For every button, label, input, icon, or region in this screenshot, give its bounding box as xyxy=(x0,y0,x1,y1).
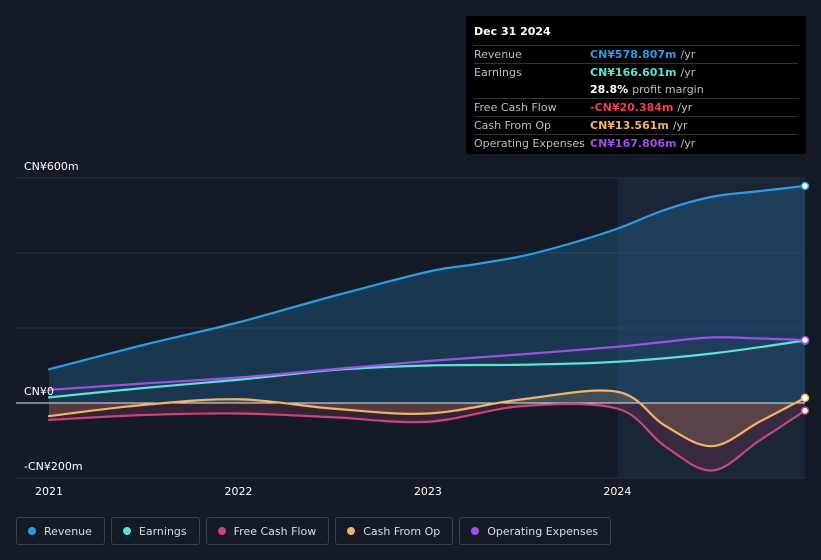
tooltip-row: Cash From Op CN¥13.561m/yr xyxy=(474,116,798,134)
x-tick-label: 2021 xyxy=(35,485,63,498)
tooltip-label: Free Cash Flow xyxy=(474,101,557,114)
tooltip-label: Revenue xyxy=(474,48,522,61)
tooltip-unit: /yr xyxy=(677,101,693,114)
legend-dot-icon xyxy=(122,527,131,535)
tooltip-value: CN¥13.561m xyxy=(590,119,669,132)
tooltip-value: CN¥578.807m xyxy=(590,48,677,61)
legend-item-earnings[interactable]: Earnings xyxy=(110,517,200,545)
legend-label: Free Cash Flow xyxy=(233,524,317,538)
cash-from-op-endpoint xyxy=(800,393,810,403)
series-lines xyxy=(47,184,807,472)
tooltip-unit: /yr xyxy=(680,48,696,61)
free-cash-flow-endpoint xyxy=(800,406,810,415)
operating-expenses-endpoint xyxy=(800,335,810,345)
legend-dot-icon xyxy=(217,527,226,535)
tooltip-label xyxy=(474,81,590,98)
revenue-endpoint xyxy=(800,181,810,191)
x-tick-label: 2023 xyxy=(413,485,442,498)
tooltip-value: 28.8% xyxy=(590,83,629,96)
earnings-line xyxy=(47,339,807,399)
tooltip-row: Earnings CN¥166.601m/yr xyxy=(474,63,798,81)
x-tick-label: 2024 xyxy=(603,485,632,498)
tooltip-label: Cash From Op xyxy=(474,119,552,132)
legend-item-free-cash-flow[interactable]: Free Cash Flow xyxy=(205,517,330,545)
legend: Revenue Earnings Free Cash Flow Cash From O… xyxy=(16,517,612,545)
tooltip-unit: profit margin xyxy=(632,83,704,96)
tooltip-unit: /yr xyxy=(680,137,696,150)
data-tooltip: Dec 31 2024 Revenue CN¥578.807m/yr Earning… xyxy=(466,16,806,154)
operating-expenses-line xyxy=(47,336,807,391)
revenue-line xyxy=(47,184,807,371)
tooltip-value: -CN¥20.384m xyxy=(590,101,674,114)
legend-item-cash-from-op[interactable]: Cash From Op xyxy=(335,517,454,545)
y-label-top: CN¥600m xyxy=(24,160,79,173)
revenue-area xyxy=(49,185,805,403)
tooltip-value: CN¥166.601m xyxy=(590,66,677,79)
legend-dot-icon xyxy=(471,527,480,535)
legend-label: Earnings xyxy=(138,524,187,538)
gridlines xyxy=(16,177,805,479)
legend-label: Revenue xyxy=(44,524,92,538)
tooltip-label: Earnings xyxy=(474,66,522,79)
legend-label: Cash From Op xyxy=(363,524,441,538)
tooltip-unit: /yr xyxy=(680,66,696,79)
legend-item-operating-expenses[interactable]: Operating Expenses xyxy=(459,517,612,545)
tooltip-unit: /yr xyxy=(672,119,688,132)
free-cash-flow-line xyxy=(47,402,807,472)
tooltip-label: Operating Expenses xyxy=(474,137,585,150)
tooltip-date: Dec 31 2024 xyxy=(474,25,551,38)
x-tick-label: 2022 xyxy=(224,485,253,498)
legend-label: Operating Expenses xyxy=(487,524,599,538)
cash-from-op-line xyxy=(47,389,807,448)
legend-dot-icon xyxy=(28,527,36,535)
series-endpoints xyxy=(800,181,810,415)
y-label-zero: CN¥0 xyxy=(24,385,54,398)
free-cash-flow-area xyxy=(49,403,805,471)
tooltip-row: 28.8% profit margin xyxy=(474,81,798,98)
tooltip-row: Operating Expenses CN¥167.806m/yr xyxy=(474,134,798,152)
legend-dot-icon xyxy=(347,527,356,535)
legend-item-revenue[interactable]: Revenue xyxy=(16,517,105,545)
y-label-bottom: -CN¥200m xyxy=(24,460,83,473)
tooltip-row: Free Cash Flow -CN¥20.384m/yr xyxy=(474,98,798,116)
tooltip-value: CN¥167.806m xyxy=(590,137,677,150)
tooltip-row: Revenue CN¥578.807m/yr xyxy=(474,45,798,63)
